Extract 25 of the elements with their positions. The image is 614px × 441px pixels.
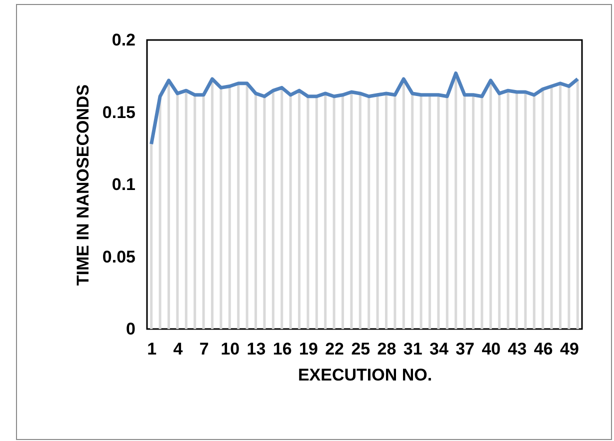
x-tick-label: 13 <box>246 340 266 358</box>
x-tick-label: 31 <box>403 340 422 358</box>
y-tick-label: 0.15 <box>102 102 136 122</box>
y-tick-label: 0.1 <box>112 175 136 194</box>
x-tick-label: 4 <box>173 340 184 358</box>
x-tick-label: 37 <box>456 340 475 358</box>
x-tick-label: 43 <box>508 340 527 358</box>
y-tick-label: 0.2 <box>112 30 136 50</box>
x-tick-label: 10 <box>220 340 240 358</box>
line-series <box>150 71 580 146</box>
y-tick-label: 0.05 <box>102 247 136 266</box>
x-tick-label: 7 <box>199 340 209 358</box>
x-tick-label: 1 <box>147 340 157 358</box>
x-tick-label: 19 <box>298 340 318 358</box>
x-tick-label: 28 <box>377 340 396 358</box>
x-tick-label: 46 <box>534 340 553 358</box>
x-tick-label: 40 <box>482 340 501 358</box>
x-tick-label: 49 <box>560 340 579 358</box>
x-tick-label: 25 <box>351 340 370 358</box>
y-axis-title: TIME IN NANOSECONDS <box>73 84 92 286</box>
x-tick-label: 16 <box>272 340 292 358</box>
x-tick-label: 34 <box>429 340 449 358</box>
x-tick-label: 22 <box>325 340 344 358</box>
x-axis-title: EXECUTION NO. <box>298 366 432 384</box>
y-tick-label: 0 <box>126 320 136 338</box>
